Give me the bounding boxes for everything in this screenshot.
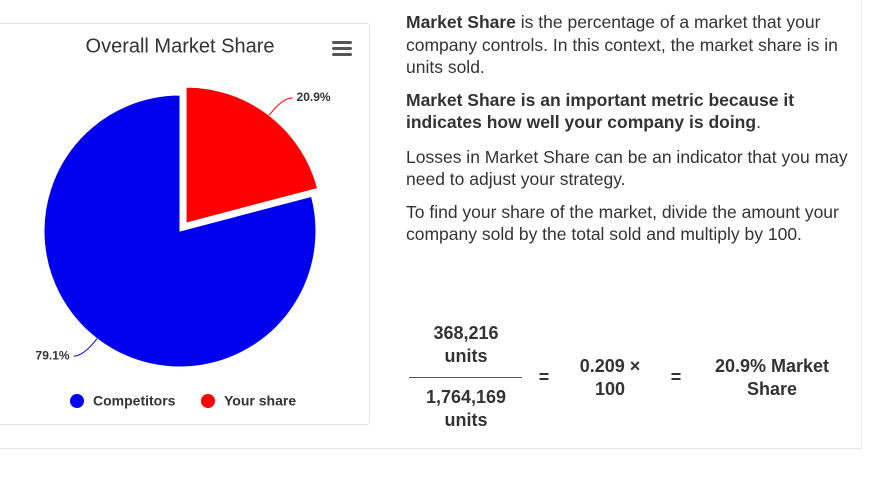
legend-label: Your share	[224, 393, 296, 409]
pie-slice	[185, 86, 319, 224]
data-label: 20.9%	[297, 90, 331, 104]
denominator: 1,764,169 units	[425, 387, 507, 430]
paragraph: Losses in Market Share can be an indicat…	[406, 146, 848, 190]
fraction-line	[409, 377, 522, 378]
paragraph: To find your share of the market, divide…	[406, 201, 839, 245]
bold-text: Market Share	[406, 12, 516, 32]
chart-card	[0, 23, 370, 425]
frame	[0, 0, 862, 449]
result: 20.9% Market Share	[714, 356, 830, 399]
connector	[73, 338, 98, 357]
legend-label: Competitors	[93, 393, 176, 409]
data-label: 79.1%	[36, 348, 70, 362]
bold-text: Market Share is an important metric beca…	[406, 89, 795, 133]
menu-button[interactable]	[332, 41, 352, 56]
paragraph: Market Share is the percentage of a mark…	[406, 11, 854, 79]
connector	[268, 97, 293, 116]
paragraph: Market Share is an important metric beca…	[406, 89, 854, 134]
numerator: 368,216 units	[433, 323, 499, 366]
equals: =	[670, 367, 682, 387]
legend-marker	[201, 394, 215, 408]
text: is the percentage of a market that your …	[406, 12, 838, 77]
description: Market Share is the percentage of a mark…	[406, 11, 854, 256]
formula: 368,216 units 1,764,169 units = 0.209 × …	[406, 320, 856, 435]
equals: =	[538, 367, 550, 387]
legend-marker	[70, 394, 84, 408]
chart-title: Overall Market Share	[86, 35, 275, 57]
text: .	[756, 112, 761, 132]
product: 0.209 × 100	[579, 356, 641, 399]
chart: Overall Market Share 79.1% 20.9% Competito…	[36, 35, 352, 409]
